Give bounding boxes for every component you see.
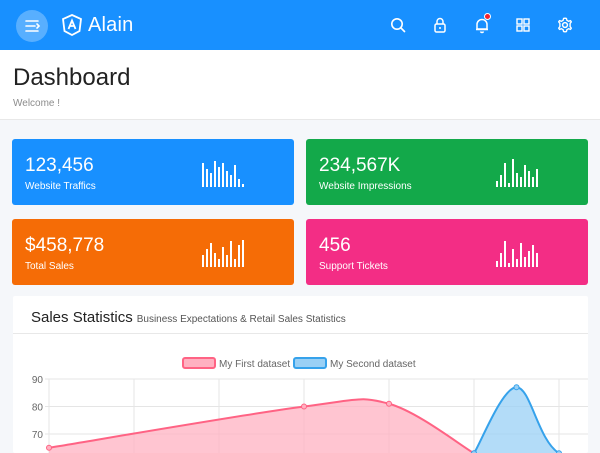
stat-label: Website Impressions (319, 181, 412, 192)
stat-value: 123,456 (25, 155, 94, 176)
top-header: Alain (0, 0, 600, 50)
y-tick-label: 70 (32, 430, 44, 441)
apps-icon (516, 18, 530, 32)
sales-chart: My First dataset My Second dataset 90 80 7… (32, 357, 588, 453)
legend-swatch-second[interactable] (293, 357, 327, 369)
search-button[interactable] (388, 15, 408, 35)
mini-bar-chart-icon (202, 161, 244, 187)
page-header: Dashboard Welcome ! (0, 50, 600, 120)
series-line-1 (48, 398, 475, 453)
stat-card-sales[interactable]: $458,778 Total Sales (12, 219, 294, 285)
series-area-1 (49, 399, 474, 453)
mini-bar-chart-icon (496, 159, 538, 187)
mini-bar-chart-icon (496, 241, 538, 267)
settings-button[interactable] (555, 15, 575, 35)
series-line-2 (473, 386, 561, 453)
logo-icon (62, 14, 82, 36)
stat-label: Total Sales (25, 261, 74, 272)
data-point[interactable] (301, 403, 307, 410)
data-point[interactable] (386, 400, 392, 407)
menu-toggle-button[interactable] (16, 10, 48, 42)
data-point[interactable] (46, 444, 52, 451)
panel-title-text: Sales Statistics (31, 309, 133, 326)
y-axis-ticks: 90 80 70 (32, 375, 44, 441)
menu-icon (25, 20, 41, 32)
stat-label: Website Traffics (25, 181, 96, 192)
apps-button[interactable] (513, 15, 533, 35)
stat-card-tickets[interactable]: 456 Support Tickets (306, 219, 588, 285)
lock-button[interactable] (430, 15, 450, 35)
legend-swatch-first[interactable] (182, 357, 216, 369)
series-area-2 (474, 387, 588, 453)
lock-icon (434, 17, 446, 33)
bell-icon (476, 18, 488, 34)
panel-title: Sales Statistics Business Expectations & … (31, 309, 346, 326)
stat-card-impressions[interactable]: 234,567K Website Impressions (306, 139, 588, 205)
y-tick-label: 90 (32, 375, 44, 386)
settings-icon (558, 17, 572, 33)
stat-value: 234,567K (319, 155, 401, 176)
notifications-button[interactable] (472, 13, 492, 35)
brand-name: Alain (88, 13, 134, 36)
brand-logo[interactable]: Alain (62, 12, 133, 38)
stat-label: Support Tickets (319, 261, 388, 272)
page-subtitle: Welcome ! (13, 98, 61, 109)
legend-label-first[interactable]: My First dataset (219, 359, 290, 370)
chart-series (46, 384, 588, 453)
data-point[interactable] (471, 450, 477, 453)
notification-badge (484, 13, 491, 20)
sales-statistics-panel: Sales Statistics Business Expectations & … (13, 296, 588, 453)
mini-bar-chart-icon (202, 240, 244, 267)
page-title: Dashboard (13, 64, 131, 91)
data-point[interactable] (556, 450, 562, 453)
stat-value: $458,778 (25, 235, 105, 256)
data-point[interactable] (513, 384, 520, 391)
stat-card-traffic[interactable]: 123,456 Website Traffics (12, 139, 294, 205)
panel-header: Sales Statistics Business Expectations & … (13, 296, 588, 334)
stat-value: 456 (319, 235, 351, 256)
legend-label-second[interactable]: My Second dataset (330, 359, 416, 370)
y-tick-label: 80 (32, 403, 44, 414)
panel-subtitle: Business Expectations & Retail Sales Sta… (136, 314, 346, 325)
search-icon (391, 18, 406, 33)
